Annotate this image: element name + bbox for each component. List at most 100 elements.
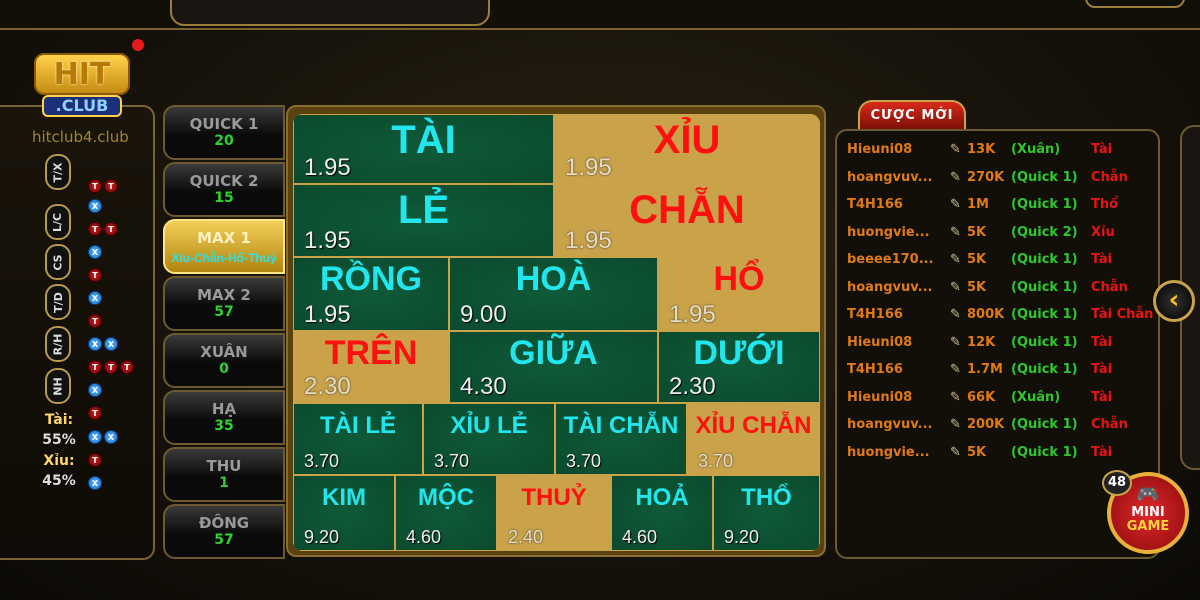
bet-cell-rồng[interactable]: RỒNG 1.95 — [293, 257, 449, 331]
bet-cell-kim[interactable]: KIM 9.20 — [293, 475, 395, 551]
bead-xiu: X — [88, 291, 102, 305]
bet-pick: Chẵn — [1091, 417, 1128, 432]
bet-odds: 3.70 — [566, 451, 602, 472]
bet-row: huongvie... ✎ 5K (Quick 1) Tài — [847, 444, 1157, 464]
bet-user: Hieuni08 — [847, 389, 913, 405]
tab-3[interactable]: MAX 1 Xỉu-Chẵn-Hổ-Thuỷ — [163, 219, 285, 274]
bet-cell-xỉu-chẵn[interactable]: XỈU CHẴN 3.70 — [687, 403, 820, 475]
bet-odds: 3.70 — [304, 451, 340, 472]
bet-row: hoangvuv... ✎ 270K (Quick 1) Chẵn — [847, 169, 1157, 189]
collapse-button[interactable]: ‹ — [1153, 280, 1195, 322]
betting-board: TÀI 1.95 XỈU 1.95 LẺ 1.95 CHẴN 1.95 RỒNG 1.95 HOÀ 9… — [286, 105, 826, 557]
tab-count: 0 — [219, 361, 229, 377]
tab-count: 1 — [219, 475, 229, 491]
road-tab-rh[interactable]: R/H — [45, 326, 71, 362]
bet-cell-dưới[interactable]: DƯỚI 2.30 — [658, 331, 820, 403]
bet-table: (Quick 1) — [1011, 362, 1078, 377]
bet-cell-thổ[interactable]: THỔ 9.20 — [713, 475, 820, 551]
road-tab-label: T/D — [51, 291, 65, 313]
bet-cell-mộc[interactable]: MỘC 4.60 — [395, 475, 497, 551]
pencil-icon: ✎ — [950, 389, 961, 405]
bet-row: beeee170... ✎ 5K (Quick 1) Tài — [847, 251, 1157, 271]
watermark: hitclub4.club — [32, 128, 129, 146]
bet-table: (Quick 1) — [1011, 169, 1078, 185]
bet-cell-chẵn[interactable]: CHẴN 1.95 — [554, 184, 820, 257]
tab-7[interactable]: THU 1 — [163, 447, 285, 502]
bet-cell-xỉu[interactable]: XỈU 1.95 — [554, 114, 820, 184]
lever-ball-icon — [132, 39, 144, 51]
bet-name: RỒNG — [320, 260, 422, 298]
bet-row: huongvie... ✎ 5K (Quick 2) Xỉu — [847, 224, 1157, 244]
bead-xiu: X — [88, 199, 102, 213]
bead-tai: T — [88, 314, 102, 328]
bet-amount: 5K — [967, 224, 987, 240]
bet-user: huongvie... — [847, 224, 930, 240]
road-tab-cs[interactable]: CS — [45, 244, 71, 280]
tab-1[interactable]: QUICK 1 20 — [163, 105, 285, 160]
tab-4[interactable]: MAX 2 57 — [163, 276, 285, 331]
bet-name: TÀI CHẴN — [563, 412, 679, 439]
bet-pick: Tài — [1091, 444, 1113, 460]
bead-xiu: X — [104, 430, 118, 444]
bet-cell-hổ[interactable]: HỔ 1.95 — [658, 257, 820, 331]
bet-odds: 2.40 — [508, 527, 544, 548]
bet-row: T4H166 ✎ 1M (Quick 1) Thổ — [847, 196, 1157, 216]
road-tab-label: R/H — [51, 333, 65, 355]
bet-pick: Chẵn — [1091, 169, 1128, 185]
bet-odds: 4.60 — [622, 527, 658, 548]
road-tab-lc[interactable]: L/C — [45, 204, 71, 240]
bet-user: T4H166 — [847, 362, 903, 377]
bet-odds: 4.30 — [460, 372, 507, 400]
bet-cell-thuỷ[interactable]: THUỶ 2.40 — [497, 475, 611, 551]
road-tab-tx[interactable]: T/X — [45, 154, 71, 190]
bet-cell-lẻ[interactable]: LẺ 1.95 — [293, 184, 554, 257]
tab-5[interactable]: XUÂN 0 — [163, 333, 285, 388]
bet-user: Hieuni08 — [847, 142, 913, 157]
bet-row: hoangvuv... ✎ 200K (Quick 1) Chẵn — [847, 416, 1157, 436]
bet-table: (Quick 1) — [1011, 279, 1078, 295]
bet-row: Hieuni08 ✎ 13K (Xuân) Tài — [847, 141, 1157, 161]
bet-odds: 2.30 — [669, 372, 716, 400]
bet-cell-tài-lẻ[interactable]: TÀI LẺ 3.70 — [293, 403, 423, 475]
bet-cell-hoả[interactable]: HOẢ 4.60 — [611, 475, 713, 551]
bet-name: TÀI LẺ — [320, 412, 396, 439]
bet-odds: 1.95 — [304, 153, 351, 181]
bet-cell-hoà[interactable]: HOÀ 9.00 — [449, 257, 658, 331]
bead-tai: T — [88, 453, 102, 467]
bet-cell-tài[interactable]: TÀI 1.95 — [293, 114, 554, 184]
tab-8[interactable]: ĐÔNG 57 — [163, 504, 285, 559]
bet-cell-giữa[interactable]: GIỮA 4.30 — [449, 331, 658, 403]
bet-user: hoangvuv... — [847, 279, 933, 295]
tab-2[interactable]: QUICK 2 15 — [163, 162, 285, 217]
bet-odds: 9.20 — [304, 527, 340, 548]
bet-cell-xỉu-lẻ[interactable]: XỈU LẺ 3.70 — [423, 403, 555, 475]
bet-pick: Tài — [1091, 334, 1113, 350]
bead-tai: T — [88, 222, 102, 236]
bet-amount: 66K — [967, 389, 996, 405]
bet-user: huongvie... — [847, 444, 930, 460]
stat-tai-pct: 55% — [42, 432, 76, 448]
bet-name: HOÀ — [515, 260, 592, 298]
road-tab-nh[interactable]: NH — [45, 368, 71, 404]
bet-cell-tài-chẵn[interactable]: TÀI CHẴN 3.70 — [555, 403, 687, 475]
bet-amount: 800K — [967, 307, 1005, 322]
bet-table: (Quick 2) — [1011, 224, 1078, 240]
bet-odds: 1.95 — [669, 300, 716, 328]
road-tab-td[interactable]: T/D — [45, 284, 71, 320]
bet-row: Hieuni08 ✎ 12K (Quick 1) Tài — [847, 334, 1157, 354]
bet-table: (Quick 1) — [1011, 334, 1078, 350]
bet-amount: 270K — [967, 169, 1005, 185]
bet-pick: Tài — [1091, 389, 1113, 405]
bet-name: MỘC — [418, 484, 474, 511]
bet-amount: 12K — [967, 334, 996, 350]
tab-count: Xỉu-Chẵn-Hổ-Thuỷ — [171, 251, 277, 265]
bet-odds: 9.00 — [460, 300, 507, 328]
bet-odds: 2.30 — [304, 372, 351, 400]
bet-name: THUỶ — [521, 484, 587, 511]
stats-panel: T/X L/C CS T/D R/H NH T T X T T X T X T X X T T T X T X X T X Tài:… — [0, 105, 155, 560]
tab-6[interactable]: HẠ 35 — [163, 390, 285, 445]
bet-amount: 5K — [967, 444, 987, 460]
bet-pick: Tài Chẵn — [1091, 307, 1154, 322]
bead-tai: T — [88, 406, 102, 420]
bet-cell-trên[interactable]: TRÊN 2.30 — [293, 331, 449, 403]
